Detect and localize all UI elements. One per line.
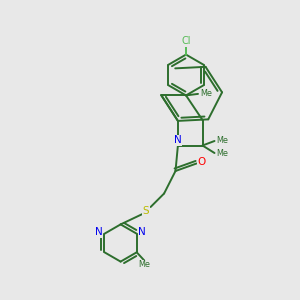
Text: Me: Me xyxy=(217,148,229,158)
Text: S: S xyxy=(143,206,149,217)
Text: N: N xyxy=(138,227,146,237)
Text: Cl: Cl xyxy=(181,36,191,46)
Text: O: O xyxy=(198,157,206,167)
Text: N: N xyxy=(174,135,182,145)
Text: Me: Me xyxy=(138,260,150,269)
Text: N: N xyxy=(95,227,103,237)
Text: Me: Me xyxy=(200,89,212,98)
Text: Me: Me xyxy=(217,136,229,146)
